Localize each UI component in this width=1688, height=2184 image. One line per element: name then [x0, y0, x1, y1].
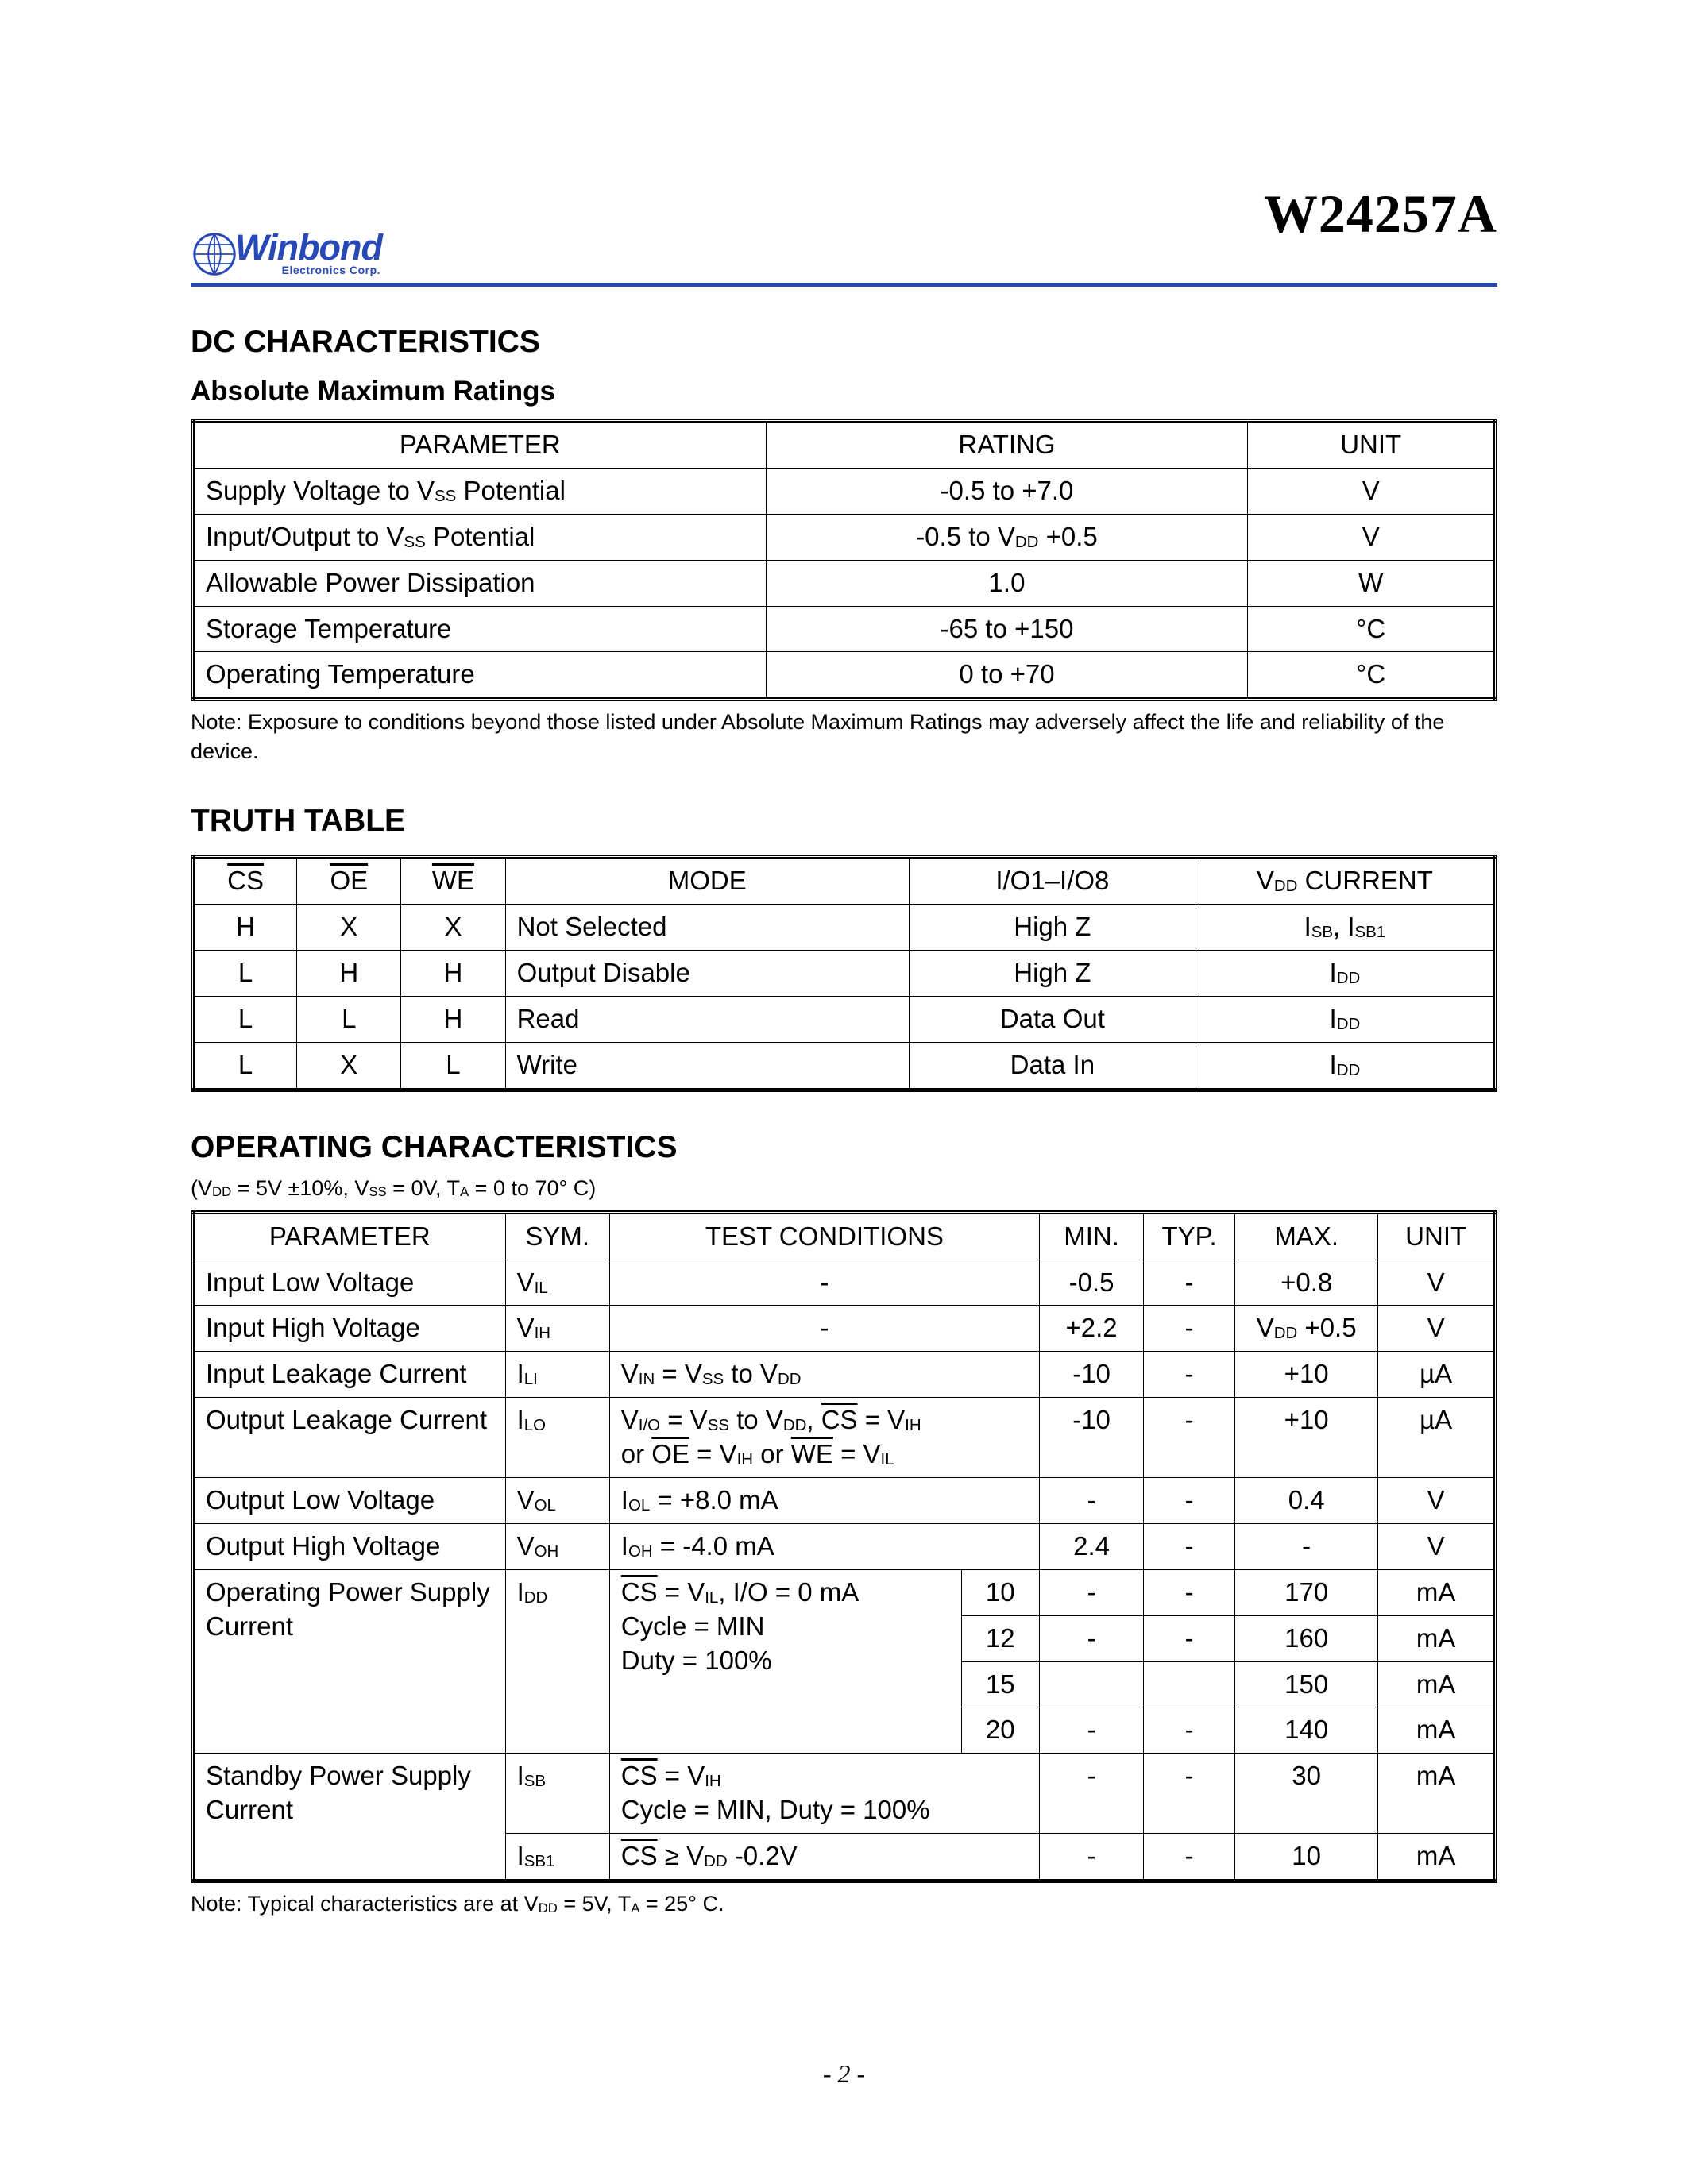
table-row: Output High VoltageVOHIOH = -4.0 mA2.4--… [193, 1523, 1496, 1569]
table-header: TEST CONDITIONS [609, 1212, 1039, 1260]
table-row: Input High VoltageVIH-+2.2-VDD +0.5V [193, 1306, 1496, 1352]
dc-note: Note: Exposure to conditions beyond thos… [191, 708, 1497, 766]
dc-subheading: Absolute Maximum Ratings [191, 376, 1497, 407]
table-header: CS [193, 857, 297, 905]
table-row: LXLWriteData InIDD [193, 1042, 1496, 1090]
table-row: Operating Power Supply CurrentIDDCS = VI… [193, 1569, 1496, 1615]
op-note: Note: Typical characteristics are at VDD… [191, 1889, 1497, 1918]
op-heading: OPERATING CHARACTERISTICS [191, 1130, 1497, 1165]
table-header: I/O1–I/O8 [909, 857, 1196, 905]
dc-table: PARAMETERRATINGUNITSupply Voltage to VSS… [191, 419, 1497, 701]
table-row: Standby Power Supply CurrentISBCS = VIHC… [193, 1754, 1496, 1834]
table-row: Output Leakage CurrentILOVI/O = VSS to V… [193, 1398, 1496, 1478]
table-header: TYP. [1144, 1212, 1235, 1260]
logo-brand: Winbond [235, 232, 382, 264]
table-row: Input Leakage CurrentILIVIN = VSS to VDD… [193, 1352, 1496, 1398]
table-header: VDD CURRENT [1196, 857, 1495, 905]
table-header: UNIT [1378, 1212, 1496, 1260]
table-row: Supply Voltage to VSS Potential-0.5 to +… [193, 468, 1496, 514]
table-row: Allowable Power Dissipation1.0W [193, 560, 1496, 606]
table-header: OE [297, 857, 401, 905]
table-row: Input/Output to VSS Potential-0.5 to VDD… [193, 514, 1496, 560]
table-header: MIN. [1039, 1212, 1143, 1260]
page-number: - 2 - [0, 2059, 1688, 2089]
table-row: Storage Temperature-65 to +150°C [193, 606, 1496, 652]
header-rule [191, 283, 1497, 287]
dc-heading: DC CHARACTERISTICS [191, 325, 1497, 360]
op-conditions: (VDD = 5V ±10%, VSS = 0V, TA = 0 to 70° … [191, 1176, 1497, 1201]
table-header: MAX. [1234, 1212, 1377, 1260]
table-header: PARAMETER [193, 421, 767, 469]
table-row: HXXNot SelectedHigh ZISB, ISB1 [193, 905, 1496, 951]
table-header: PARAMETER [193, 1212, 506, 1260]
table-header: MODE [505, 857, 909, 905]
logo-tagline: Electronics Corp. [235, 264, 382, 276]
table-header: WE [401, 857, 505, 905]
op-table: PARAMETERSYM.TEST CONDITIONSMIN.TYP.MAX.… [191, 1210, 1497, 1883]
table-row: LHHOutput DisableHigh ZIDD [193, 951, 1496, 997]
table-header: SYM. [505, 1212, 609, 1260]
table-row: LLHReadData OutIDD [193, 996, 1496, 1042]
table-row: Operating Temperature0 to +70°C [193, 652, 1496, 700]
part-number: W24257A [1264, 183, 1497, 245]
table-header: UNIT [1248, 421, 1496, 469]
truth-table: CSOEWEMODEI/O1–I/O8VDD CURRENTHXXNot Sel… [191, 855, 1497, 1091]
table-header: RATING [766, 421, 1248, 469]
truth-heading: TRUTH TABLE [191, 804, 1497, 839]
table-row: Output Low VoltageVOLIOL = +8.0 mA--0.4V [193, 1478, 1496, 1524]
table-row: Input Low VoltageVIL--0.5-+0.8V [193, 1260, 1496, 1306]
globe-icon [191, 230, 238, 278]
